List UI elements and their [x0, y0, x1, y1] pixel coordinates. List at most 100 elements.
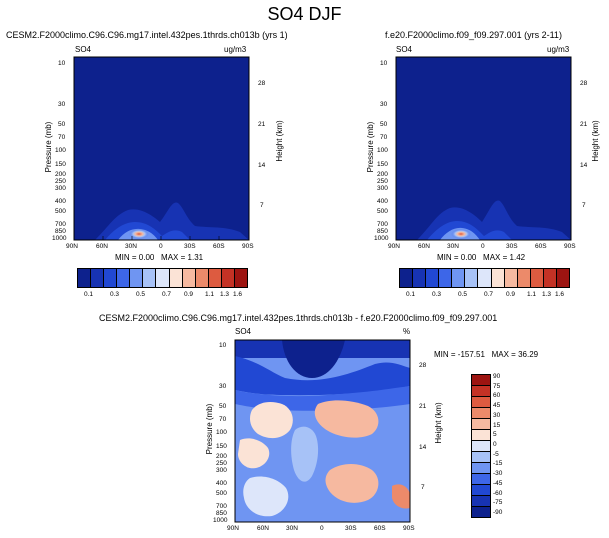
diff-ytick: 300: [216, 467, 227, 474]
left-cbar-tick: 0.3: [110, 291, 120, 298]
right-colorbar-swatch: [439, 269, 453, 287]
right-plot-frame: [395, 56, 572, 241]
diff-ytick: 150: [216, 443, 227, 450]
right-xtick-90N: 90N: [388, 243, 400, 250]
left-cbar-tick: 0.9: [184, 291, 194, 298]
diff-y2tick: 14: [419, 444, 427, 451]
diff-warm-south: [392, 484, 410, 509]
left-ytick: 250: [55, 178, 66, 185]
diff-colorbar-swatch: [472, 452, 490, 463]
right-cbar-tick: 0.1: [406, 291, 416, 298]
right-cbar-tick: 1.3: [542, 291, 552, 298]
figure-title: SO4 DJF: [267, 4, 342, 24]
diff-cool-eq: [291, 426, 319, 482]
diff-colorbar-swatch: [472, 386, 490, 397]
left-cbar-tick: 0.5: [136, 291, 146, 298]
diff-xtick-60N: 60N: [257, 525, 269, 532]
left-cbar-tick: 1.1: [205, 291, 215, 298]
left-plot-frame: [73, 56, 250, 241]
left-max-label: MAX =: [161, 253, 186, 262]
diff-colorbar: [471, 374, 491, 518]
left-colorbar-swatch: [195, 269, 209, 287]
left-colorbar-swatch: [234, 269, 248, 287]
diff-colorbar-ticks: 90 75 60 45 30 15 5 0 -5 -15 -30 -45 -60 -75 -90: [493, 373, 523, 515]
right-ytick: 200: [377, 171, 388, 178]
left-colorbar: [77, 268, 248, 288]
right-ytick: 250: [377, 178, 388, 185]
left-colorbar-swatch: [169, 269, 183, 287]
diff-colorbar-swatch: [472, 507, 490, 517]
right-ytick: 100: [377, 147, 388, 154]
left-ytick: 200: [55, 171, 66, 178]
diff-colorbar-swatch: [472, 397, 490, 408]
left-ytick: 150: [55, 161, 66, 168]
left-units: ug/m3: [224, 45, 247, 54]
diff-cbar-tick: -75: [493, 499, 503, 507]
diff-ytick: 50: [219, 403, 227, 410]
diff-ytick: 400: [216, 480, 227, 487]
right-cbar-tick: 0.7: [484, 291, 494, 298]
diff-band-mid: [235, 356, 410, 396]
diff-colorbar-swatch: [472, 463, 490, 474]
diff-colorbar-swatch: [472, 485, 490, 496]
diff-ytick: 250: [216, 460, 227, 467]
right-y2tick: 21: [580, 121, 588, 128]
right-colorbar-swatch: [504, 269, 518, 287]
diff-warm-right: [314, 400, 379, 438]
diff-cbar-tick: 5: [493, 431, 497, 439]
right-xtick-60N: 60N: [418, 243, 430, 250]
left-y2tick: 14: [258, 162, 266, 169]
diff-colorbar-swatch: [472, 496, 490, 507]
left-colorbar-swatch: [182, 269, 196, 287]
diff-ytick: 200: [216, 453, 227, 460]
right-colorbar-swatch: [452, 269, 466, 287]
right-colorbar-swatch: [400, 269, 414, 287]
diff-cbar-tick: -5: [493, 450, 499, 458]
diff-warm-left: [250, 402, 293, 439]
right-ytick: 700: [377, 221, 388, 228]
diff-colorbar-swatch: [472, 419, 490, 430]
diff-ytick: 700: [216, 503, 227, 510]
diff-cbar-tick: 75: [493, 382, 501, 390]
diff-colorbar-swatch: [472, 441, 490, 452]
diff-min-max: MIN = -157.51 MAX = 36.29: [434, 351, 538, 359]
right-cbar-tick: 1.1: [527, 291, 537, 298]
diff-cbar-tick: 60: [493, 392, 501, 400]
left-min-label: MIN =: [115, 253, 137, 262]
right-max-label: MAX =: [483, 253, 508, 262]
right-xtick-30S: 30S: [506, 243, 518, 250]
right-y2tick: 14: [580, 162, 588, 169]
right-colorbar-swatch: [556, 269, 570, 287]
diff-y2tick: 21: [419, 403, 427, 410]
right-plot-background: [396, 57, 571, 240]
left-field-label: SO4: [75, 45, 92, 54]
left-ytick: 50: [58, 121, 66, 128]
diff-cool-low: [243, 476, 289, 517]
right-ytick: 300: [377, 185, 388, 192]
left-xtick-90N: 90N: [66, 243, 78, 250]
right-colorbar-swatch: [530, 269, 544, 287]
right-min-label: MIN =: [437, 253, 459, 262]
right-ytick: 500: [377, 208, 388, 215]
diff-cbar-tick: 30: [493, 411, 501, 419]
left-ytick: 100: [55, 147, 66, 154]
diff-ytick: 70: [219, 416, 227, 423]
diff-cbar-tick: 0: [493, 441, 497, 448]
right-ytick: 1000: [374, 235, 389, 242]
diff-xtick-90S: 90S: [403, 525, 415, 532]
diff-panel-title: CESM2.F2000climo.C96.C96.mg17.intel.432p…: [99, 313, 498, 323]
right-ytick: 50: [380, 121, 388, 128]
left-ytick: 400: [55, 198, 66, 205]
right-peak: [451, 229, 471, 239]
right-units: ug/m3: [547, 45, 570, 54]
diff-y2tick: 28: [419, 362, 427, 369]
diff-ylabel: Pressure (mb): [205, 403, 214, 455]
diff-xtick-90N: 90N: [227, 525, 239, 532]
left-xtick-30S: 30S: [184, 243, 196, 250]
diff-warm-lowleft: [238, 438, 270, 469]
left-colorbar-swatch: [130, 269, 144, 287]
left-y2tick: 28: [258, 80, 266, 87]
left-ytick: 850: [55, 228, 66, 235]
right-min-max: MIN = 0.00 MAX = 1.42: [437, 254, 525, 262]
